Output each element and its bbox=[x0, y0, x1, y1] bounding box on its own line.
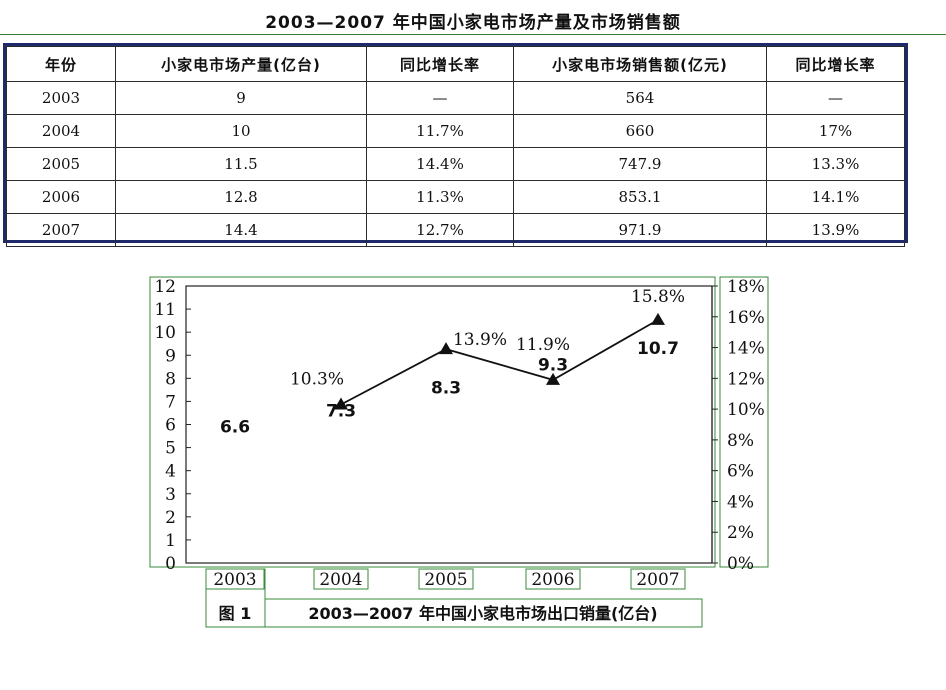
table-title: 2003—2007 年中国小家电市场产量及市场销售额 bbox=[265, 13, 681, 33]
figure-label-box bbox=[205, 568, 266, 628]
right-tick-label: 8% bbox=[727, 431, 754, 451]
left-tick-label: 3 bbox=[165, 485, 176, 505]
left-tick-label: 5 bbox=[165, 439, 176, 459]
growth-line bbox=[340, 319, 659, 406]
header-production: 小家电市场产量(亿台) bbox=[115, 46, 367, 82]
right-tick-label: 2% bbox=[727, 523, 754, 543]
left-tick-label: 1 bbox=[165, 531, 176, 551]
cell-year: 2007 bbox=[6, 213, 116, 247]
category-label: 2005 bbox=[424, 570, 467, 590]
table-row: 2005 11.5 14.4% 747.9 13.3% bbox=[6, 147, 905, 181]
cell-year: 2006 bbox=[6, 180, 116, 214]
cell-production: 9 bbox=[115, 81, 367, 115]
production-sales-table: 年份 小家电市场产量(亿台) 同比增长率 小家电市场销售额(亿元) 同比增长率 … bbox=[3, 43, 908, 247]
bar-data-label: 10.7 bbox=[637, 339, 679, 359]
right-tick-label: 6% bbox=[727, 462, 754, 482]
cell-production: 11.5 bbox=[115, 147, 367, 181]
left-tick-label: 4 bbox=[165, 462, 176, 482]
plot-area bbox=[185, 285, 713, 564]
category-label: 2003 bbox=[213, 570, 256, 590]
chart-axes bbox=[185, 285, 718, 564]
left-tick-label: 11 bbox=[154, 300, 176, 320]
line-marker bbox=[546, 372, 560, 385]
data-table: 年份 小家电市场产量(亿台) 同比增长率 小家电市场销售额(亿元) 同比增长率 … bbox=[6, 46, 905, 247]
title-divider bbox=[0, 34, 946, 35]
chart-caption-text: 2003—2007 年中国小家电市场出口销量(亿台) bbox=[308, 604, 657, 623]
table-row: 2004 10 11.7% 660 17% bbox=[6, 114, 905, 148]
right-tick-label: 4% bbox=[727, 492, 754, 512]
chart-caption: 图 1 2003—2007 年中国小家电市场出口销量(亿台) bbox=[205, 568, 703, 628]
bar-data-label: 9.3 bbox=[538, 355, 568, 375]
left-tick-label: 10 bbox=[154, 323, 176, 343]
right-tick-label: 18% bbox=[727, 277, 765, 297]
header-sales-growth: 同比增长率 bbox=[766, 46, 905, 82]
right-tick-label: 16% bbox=[727, 308, 765, 328]
line-data-label: 15.8% bbox=[631, 287, 685, 307]
right-tick-label: 12% bbox=[727, 369, 765, 389]
cell-production-growth: 11.7% bbox=[366, 114, 514, 148]
left-tick-label: 12 bbox=[154, 277, 176, 297]
category-box bbox=[525, 568, 581, 590]
figure-label: 图 1 bbox=[219, 604, 252, 623]
cell-year: 2004 bbox=[6, 114, 116, 148]
cell-sales: 971.9 bbox=[513, 213, 767, 247]
left-tick-label: 9 bbox=[165, 346, 176, 366]
plot-frame bbox=[149, 276, 716, 568]
category-label: 2007 bbox=[636, 570, 679, 590]
cell-production-growth: 14.4% bbox=[366, 147, 514, 181]
category-box bbox=[313, 568, 369, 590]
chart-labels: 01234567891011120%2%4%6%8%10%12%14%16%18… bbox=[154, 277, 764, 590]
bar-data-label: 7.3 bbox=[326, 401, 356, 421]
table-header-row: 年份 小家电市场产量(亿台) 同比增长率 小家电市场销售额(亿元) 同比增长率 bbox=[6, 46, 905, 82]
cell-year: 2003 bbox=[6, 81, 116, 115]
line-data-label: 13.9% bbox=[453, 330, 507, 350]
header-production-growth: 同比增长率 bbox=[366, 46, 514, 82]
left-tick-label: 6 bbox=[165, 416, 176, 436]
left-tick-label: 8 bbox=[165, 369, 176, 389]
category-box bbox=[418, 568, 474, 590]
line-data-label: 11.9% bbox=[516, 335, 570, 355]
cell-sales: 747.9 bbox=[513, 147, 767, 181]
cell-sales-growth: 17% bbox=[766, 114, 905, 148]
category-label: 2004 bbox=[319, 570, 362, 590]
line-marker bbox=[651, 312, 665, 325]
cell-year: 2005 bbox=[6, 147, 116, 181]
right-tick-label: 10% bbox=[727, 400, 765, 420]
bar-data-label: 6.6 bbox=[220, 418, 250, 438]
left-tick-label: 7 bbox=[165, 392, 176, 412]
bar-data-label: 8.3 bbox=[431, 378, 461, 398]
caption-box bbox=[264, 598, 703, 628]
right-tick-label: 14% bbox=[727, 339, 765, 359]
line-marker bbox=[334, 397, 348, 410]
line-data-label: 10.3% bbox=[290, 369, 344, 389]
cell-production-growth: 12.7% bbox=[366, 213, 514, 247]
cell-sales-growth: 13.3% bbox=[766, 147, 905, 181]
table-row: 2003 9 — 564 — bbox=[6, 81, 905, 115]
line-marker bbox=[439, 342, 453, 355]
category-label: 2006 bbox=[531, 570, 574, 590]
growth-line-series bbox=[334, 312, 665, 410]
right-axis-frame bbox=[719, 276, 769, 568]
cell-sales-growth: 13.9% bbox=[766, 213, 905, 247]
cell-production: 10 bbox=[115, 114, 367, 148]
cell-sales-growth: 14.1% bbox=[766, 180, 905, 214]
category-box bbox=[630, 568, 686, 590]
header-sales: 小家电市场销售额(亿元) bbox=[513, 46, 767, 82]
left-tick-label: 0 bbox=[165, 554, 176, 574]
right-tick-label: 0% bbox=[727, 554, 754, 574]
left-tick-label: 2 bbox=[165, 508, 176, 528]
header-year: 年份 bbox=[6, 46, 116, 82]
table-row: 2007 14.4 12.7% 971.9 13.9% bbox=[6, 213, 905, 247]
chart-frames bbox=[149, 276, 769, 590]
